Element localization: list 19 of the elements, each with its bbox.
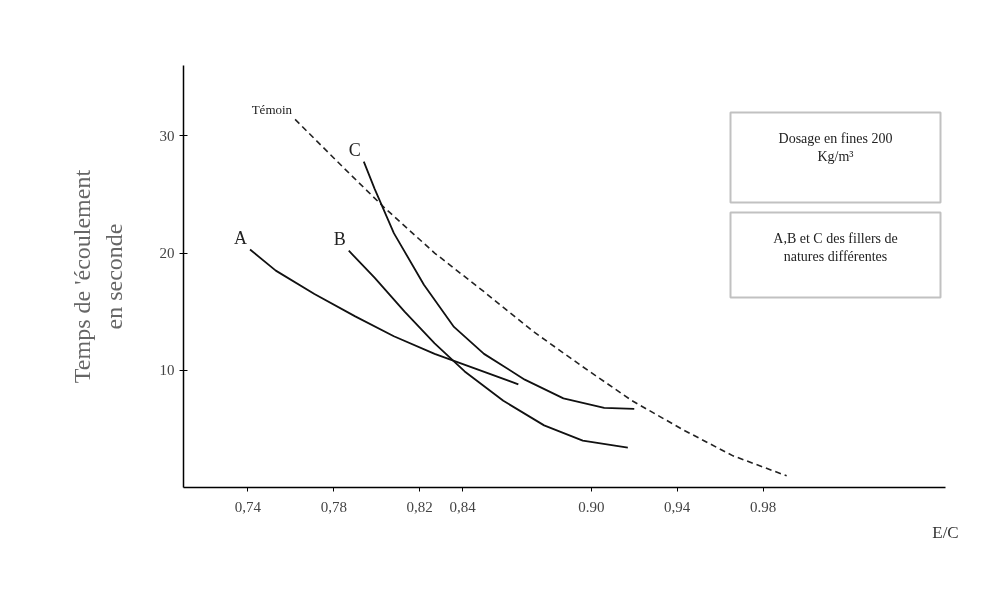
x-axis-title: E/C: [932, 522, 959, 542]
x-tick-label: 0,74: [234, 498, 262, 515]
annotation: Dosage en fines 200 Kg/m³: [778, 130, 893, 164]
series-label: A: [234, 227, 248, 248]
x-tick-label: 0,82: [406, 498, 433, 515]
x-tick-label: 0.90: [578, 498, 605, 515]
line-series: [362, 160, 636, 410]
y-axis-title: Temps de 'écoulement en seconde: [69, 169, 127, 384]
x-tick-label: 0,94: [664, 498, 691, 515]
series-label: C: [348, 139, 361, 160]
series-label: Témoin: [251, 102, 293, 118]
series-label: B: [333, 228, 346, 249]
annotation: A,B et C des fillers de natures différentes: [773, 230, 898, 264]
y-tick-label: 10: [159, 362, 175, 379]
x-tick-label: 0,84: [449, 498, 477, 515]
y-tick-label: 20: [159, 245, 175, 262]
y-tick-label: 30: [159, 127, 175, 144]
x-tick-label: 0.98: [749, 498, 777, 515]
x-tick-label: 0,78: [320, 498, 347, 515]
